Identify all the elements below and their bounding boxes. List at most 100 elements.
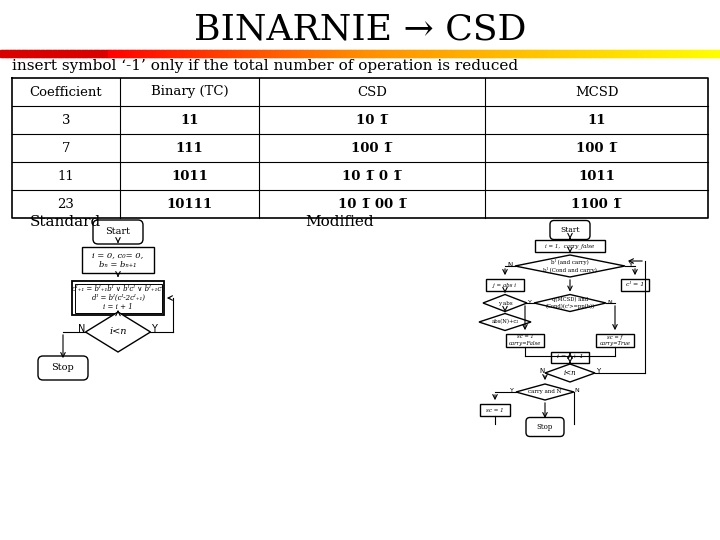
Text: Start: Start — [106, 227, 130, 237]
Bar — [487, 50, 490, 57]
Bar — [441, 50, 445, 57]
Bar — [252, 50, 256, 57]
Bar — [670, 50, 673, 57]
Bar — [113, 50, 116, 57]
Bar — [7, 50, 11, 57]
Bar — [387, 50, 390, 57]
Bar — [149, 50, 152, 57]
Bar — [72, 50, 76, 57]
Bar — [84, 50, 87, 57]
Bar — [451, 50, 454, 57]
Bar — [362, 50, 366, 57]
Bar — [437, 50, 440, 57]
Text: 1011: 1011 — [578, 170, 615, 183]
Bar — [235, 50, 238, 57]
Bar — [122, 50, 126, 57]
Bar — [679, 50, 683, 57]
Bar — [99, 50, 102, 57]
Bar — [319, 50, 323, 57]
Bar — [108, 50, 112, 57]
Bar — [106, 50, 109, 57]
Polygon shape — [515, 255, 625, 277]
Bar — [74, 50, 78, 57]
Bar — [367, 50, 371, 57]
Bar — [137, 50, 140, 57]
Polygon shape — [516, 384, 574, 400]
Bar — [351, 50, 354, 57]
Bar — [516, 50, 519, 57]
Text: insert symbol ‘-1’ only if the total number of operation is reduced: insert symbol ‘-1’ only if the total num… — [12, 59, 518, 73]
Bar — [677, 50, 680, 57]
Bar — [583, 50, 587, 57]
Bar — [86, 50, 90, 57]
Bar — [269, 50, 272, 57]
Text: sc = 1: sc = 1 — [486, 408, 504, 413]
Bar — [535, 50, 539, 57]
Bar — [576, 50, 580, 57]
Bar — [19, 50, 22, 57]
Bar — [427, 50, 431, 57]
Bar — [240, 50, 243, 57]
Bar — [511, 50, 515, 57]
Text: N: N — [78, 324, 86, 334]
Text: N: N — [608, 300, 613, 305]
Text: Y: Y — [628, 262, 632, 268]
Bar — [211, 50, 215, 57]
Bar — [557, 50, 560, 57]
Bar — [660, 50, 663, 57]
Bar — [300, 50, 303, 57]
Bar — [207, 50, 210, 57]
Text: 23: 23 — [58, 198, 74, 211]
Bar — [286, 50, 289, 57]
Text: Y: Y — [596, 368, 600, 374]
Bar — [283, 50, 287, 57]
Bar — [643, 50, 647, 57]
Bar — [538, 50, 541, 57]
Bar — [639, 50, 642, 57]
Bar — [163, 50, 166, 57]
Bar — [77, 50, 80, 57]
Bar — [79, 50, 83, 57]
Text: 10111: 10111 — [166, 198, 212, 211]
Bar — [218, 50, 222, 57]
Bar — [9, 50, 13, 57]
Text: 11: 11 — [58, 170, 74, 183]
Bar — [401, 50, 404, 57]
Bar — [365, 50, 368, 57]
Bar — [135, 50, 138, 57]
Bar — [686, 50, 690, 57]
Bar — [38, 50, 42, 57]
Text: y abs: y abs — [498, 300, 513, 306]
Text: Coefficient: Coefficient — [30, 85, 102, 98]
Bar — [564, 50, 567, 57]
Bar — [569, 50, 572, 57]
Bar — [430, 50, 433, 57]
Bar — [322, 50, 325, 57]
Bar — [228, 50, 231, 57]
Bar — [444, 50, 447, 57]
Text: carry and N: carry and N — [528, 389, 562, 395]
Bar — [279, 50, 282, 57]
Bar — [302, 50, 306, 57]
Text: carry=False: carry=False — [509, 341, 541, 346]
Bar — [641, 50, 644, 57]
Bar — [307, 50, 310, 57]
Bar — [480, 404, 510, 416]
Bar — [41, 50, 44, 57]
Bar — [466, 50, 469, 57]
Bar — [70, 50, 73, 57]
Bar — [646, 50, 649, 57]
Bar — [72, 281, 164, 315]
Bar — [528, 50, 531, 57]
Bar — [315, 50, 318, 57]
Bar — [551, 352, 589, 362]
Text: Modified: Modified — [306, 215, 374, 229]
Bar — [552, 50, 555, 57]
Text: 10 1̅ 00 1̅: 10 1̅ 00 1̅ — [338, 198, 407, 211]
Text: Y: Y — [528, 300, 532, 305]
Text: N: N — [539, 368, 544, 374]
Bar — [684, 50, 688, 57]
Bar — [675, 50, 678, 57]
Bar — [17, 50, 20, 57]
Bar — [259, 50, 263, 57]
